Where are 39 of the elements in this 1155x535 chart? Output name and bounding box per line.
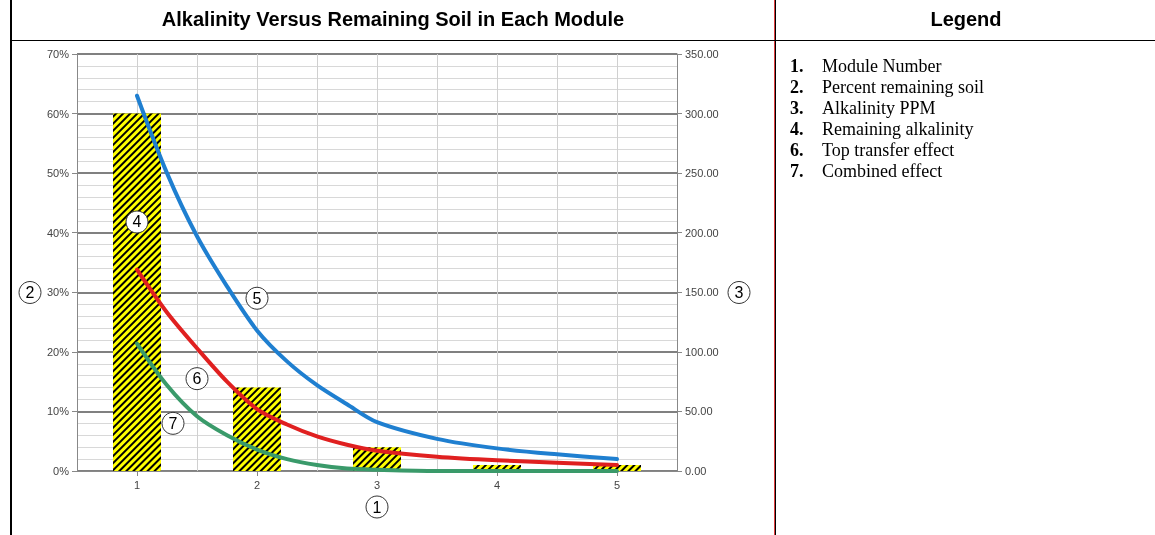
legend-title: Legend: [929, 8, 1003, 31]
y2-tick-label: 0.00: [685, 465, 707, 477]
annotation: 7: [168, 414, 178, 432]
text: 7. Combined effect: [790, 161, 943, 182]
y-tick-label: 20%: [46, 345, 70, 358]
y2-tick-label: 200.00: [685, 226, 719, 239]
text: 3. Alkalinity PPM: [790, 98, 936, 119]
y-tick-label: 60%: [46, 107, 70, 120]
y-axis-title: 2: [25, 284, 35, 301]
y-tick-label: 10%: [46, 405, 70, 418]
x-tick-label: 5: [613, 478, 621, 491]
x-tick-label: 4: [493, 478, 501, 491]
text: 2. Percent remaining soil: [790, 77, 984, 98]
chart-title: Alkalinity Versus Remaining Soil in Each Module: [160, 8, 626, 31]
annotation: 5: [252, 289, 262, 307]
y2-tick-label: 50.00: [685, 405, 713, 418]
x-tick-label: 1: [133, 478, 141, 491]
x-tick-label: 2: [253, 478, 261, 491]
y-tick-label: 30%: [46, 286, 70, 299]
text: 6. Top transfer effect: [790, 140, 955, 161]
text: 4. Remaining alkalinity: [790, 119, 974, 140]
x-tick-label: 3: [373, 478, 381, 491]
annotation: 6: [192, 370, 202, 388]
y-tick-label: 0%: [53, 465, 70, 477]
y2-tick-label: 250.00: [685, 167, 719, 180]
y2-tick-label: 350.00: [685, 48, 719, 60]
y2-tick-label: 150.00: [685, 286, 719, 299]
y-tick-label: 70%: [46, 48, 70, 60]
line-series: [135, 93, 619, 462]
y2-tick-label: 300.00: [685, 107, 719, 120]
y2-axis-title: 3: [734, 284, 744, 301]
y2-tick-label: 100.00: [685, 345, 719, 358]
text: 1. Module Number: [790, 56, 942, 77]
x-axis-title: 1: [372, 498, 382, 516]
y-tick-label: 50%: [46, 167, 70, 180]
line-series: [135, 267, 619, 468]
annotation: 4: [132, 213, 142, 231]
y-tick-label: 40%: [46, 226, 70, 239]
line-series: [135, 341, 619, 473]
